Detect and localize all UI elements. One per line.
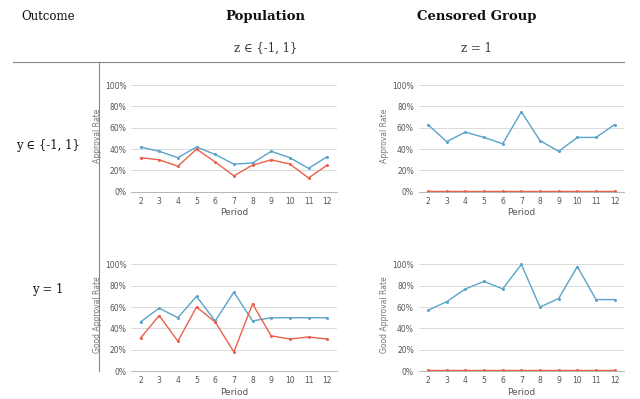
Y-axis label: Approval Rate: Approval Rate: [93, 109, 102, 163]
X-axis label: Period: Period: [220, 388, 248, 397]
X-axis label: Period: Period: [220, 208, 248, 217]
Text: z = 1: z = 1: [461, 42, 492, 55]
Text: y = 1: y = 1: [32, 283, 64, 296]
Text: Censored Group: Censored Group: [417, 10, 536, 23]
Text: z ∈ {-1, 1}: z ∈ {-1, 1}: [234, 42, 298, 55]
X-axis label: Period: Period: [508, 208, 536, 217]
Y-axis label: Good Approval Rate: Good Approval Rate: [380, 277, 389, 354]
Y-axis label: Approval Rate: Approval Rate: [380, 109, 389, 163]
Text: Outcome: Outcome: [21, 10, 75, 23]
Y-axis label: Good Approval Rate: Good Approval Rate: [93, 277, 102, 354]
X-axis label: Period: Period: [508, 388, 536, 397]
Text: y ∈ {-1, 1}: y ∈ {-1, 1}: [16, 139, 80, 152]
Text: Population: Population: [225, 10, 306, 23]
